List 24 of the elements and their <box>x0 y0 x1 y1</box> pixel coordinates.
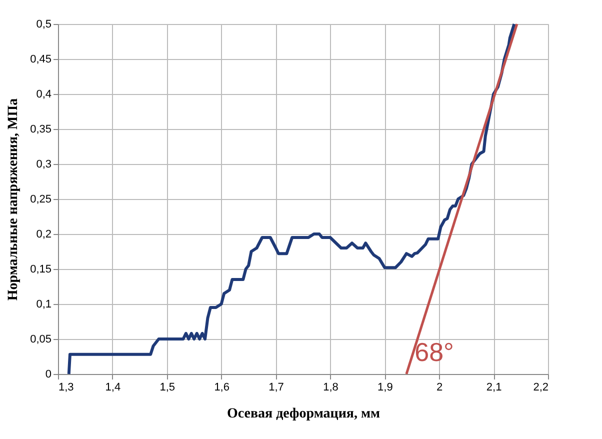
x-tick-label: 1,8 <box>323 382 338 394</box>
x-tick-label: 1,5 <box>160 382 176 394</box>
y-tick-label: 0,3 <box>36 158 52 170</box>
y-tick-label: 0,5 <box>36 18 52 30</box>
y-tick-label: 0,45 <box>30 54 52 66</box>
x-tick-label: 2 <box>436 382 443 394</box>
y-tick-label: 0,05 <box>30 334 52 346</box>
x-tick-label: 2,2 <box>533 382 548 394</box>
x-tick-label: 1,3 <box>58 382 74 394</box>
y-tick-label: 0,35 <box>30 124 52 136</box>
x-tick-label: 1,6 <box>214 382 230 394</box>
y-tick-label: 0,4 <box>36 88 52 100</box>
y-tick-label: 0,25 <box>30 194 52 206</box>
x-axis-title: Осевая деформация, мм <box>226 406 380 422</box>
y-axis-title: Нормальные напряжения, МПа <box>6 98 22 301</box>
x-tick-label: 1,7 <box>268 382 284 394</box>
y-tick-label: 0,2 <box>36 228 52 240</box>
y-tick-label: 0,15 <box>30 264 52 276</box>
annotation: 68° <box>414 337 454 367</box>
y-tick-label: 0 <box>45 368 52 380</box>
x-tick-label: 2,1 <box>486 382 502 394</box>
x-tick-label: 1,4 <box>105 382 121 394</box>
y-tick-label: 0,1 <box>36 298 52 310</box>
x-tick-label: 1,9 <box>378 382 393 394</box>
